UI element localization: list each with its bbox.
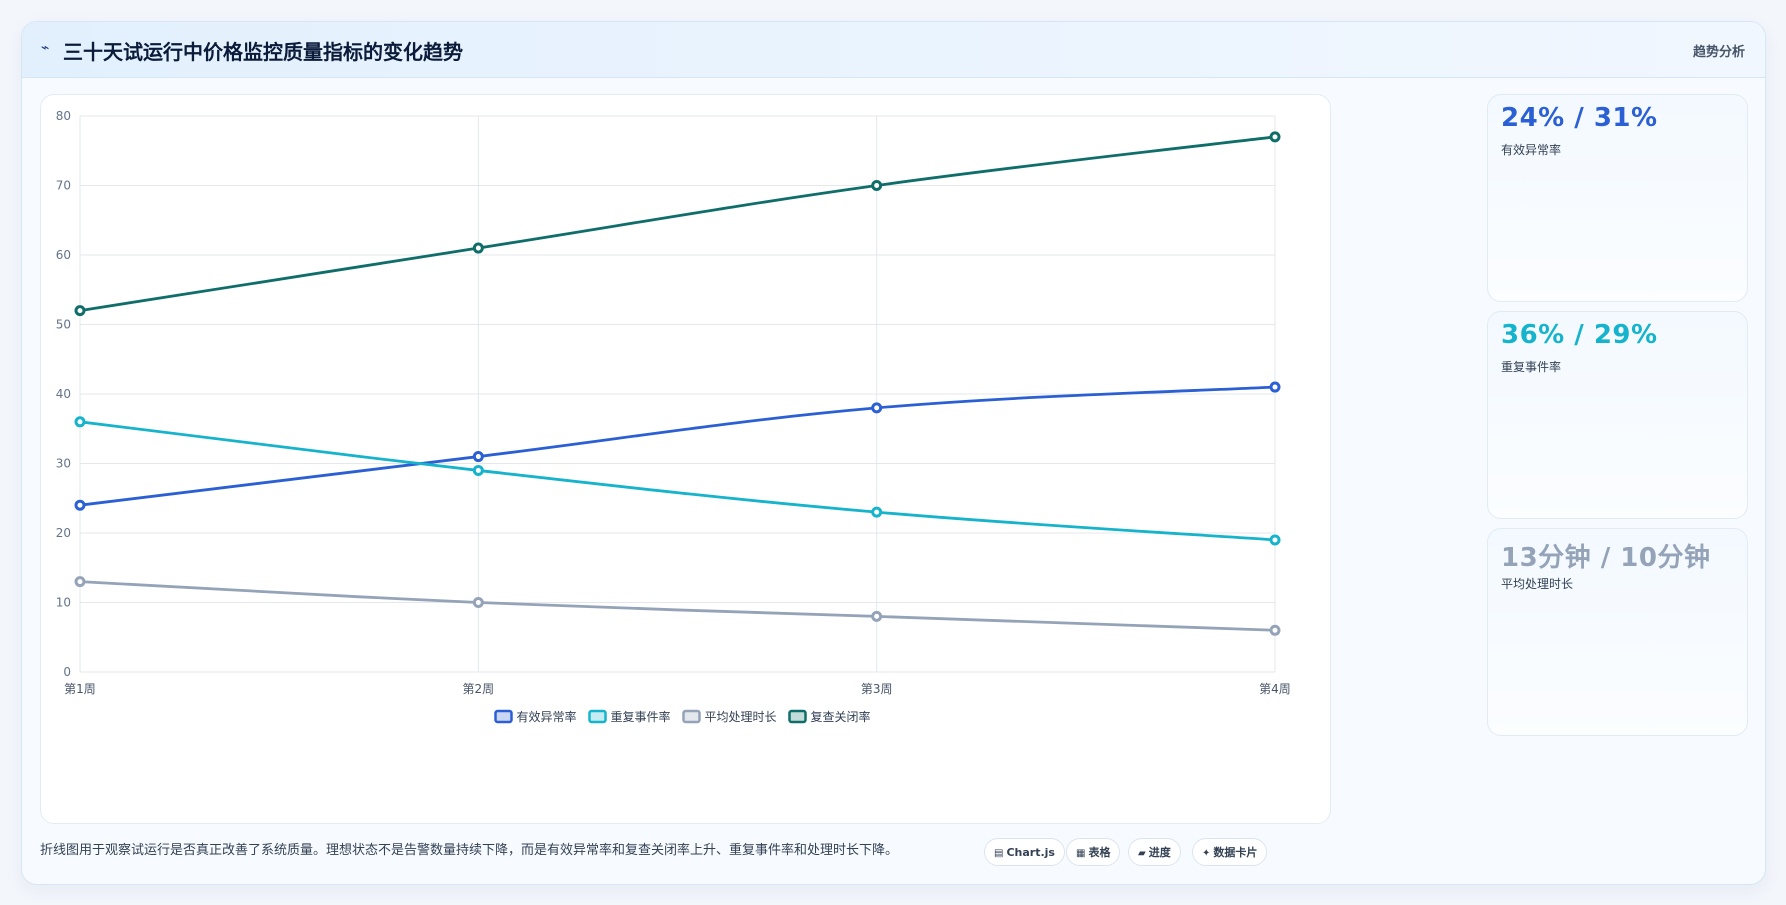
legend-label: 复查关闭率: [811, 709, 871, 724]
page-title: 三十天试运行中价格监控质量指标的变化趋势: [63, 40, 463, 64]
data-point: [1269, 624, 1281, 636]
chip-label: 数据卡片: [1213, 846, 1258, 859]
data-point: [472, 464, 484, 476]
chart-icon: ▤: [994, 848, 1004, 859]
data-point: [472, 451, 484, 463]
data-point: [1269, 381, 1281, 393]
series-line-2: [79, 420, 1276, 542]
data-point: [871, 610, 883, 622]
y-tick-label: 60: [56, 248, 71, 262]
legend-label: 有效异常率: [517, 709, 577, 724]
chip-label: Chart.js: [1006, 846, 1055, 859]
y-tick-label: 50: [56, 318, 71, 332]
chip-label: 进度: [1148, 846, 1171, 859]
table-icon: ▦: [1076, 848, 1086, 859]
data-point: [472, 597, 484, 608]
x-tick-label: 第4周: [1259, 682, 1291, 696]
stat-label: 平均处理时长: [1501, 577, 1574, 591]
data-point: [871, 180, 883, 191]
card-header: ⌁ 三十天试运行中价格监控质量指标的变化趋势 趋势分析: [22, 22, 1765, 78]
chip-progress[interactable]: ▰ 进度: [1128, 838, 1181, 866]
stat-card-duplicate-event: 36% / 29% 重复事件率: [1487, 311, 1748, 519]
stat-label: 有效异常率: [1501, 143, 1562, 157]
chip-chartjs[interactable]: ▤ Chart.js: [984, 838, 1065, 866]
y-tick-label: 20: [56, 526, 71, 540]
x-tick-label: 第3周: [861, 682, 893, 696]
wave-icon: ⌁: [41, 40, 50, 56]
stat-card-valid-anomaly: 24% / 31% 有效异常率: [1487, 94, 1748, 302]
y-tick-label: 10: [56, 596, 71, 610]
legend-label: 重复事件率: [611, 709, 671, 724]
series-line-3: [79, 580, 1276, 632]
series-line-1: [79, 385, 1276, 507]
chip-label: 表格: [1088, 846, 1111, 859]
data-point: [74, 305, 86, 317]
card-icon: ✦: [1202, 848, 1211, 859]
series-line-4: [79, 135, 1276, 312]
data-point: [1269, 534, 1281, 546]
stat-value: 36% / 29%: [1501, 320, 1658, 350]
stat-value: 24% / 31%: [1501, 103, 1658, 133]
data-point: [74, 576, 86, 588]
legend-swatch: [682, 709, 701, 724]
y-tick-label: 40: [56, 387, 71, 401]
y-tick-label: 30: [56, 457, 71, 471]
chart-panel: 0 10 20 30 40 50 60 70 80 第1周 第2周 第3周 第4周有效异常率 重复事件率 平…: [40, 94, 1331, 824]
trend-analysis-link[interactable]: 趋势分析: [1692, 45, 1745, 60]
x-tick-label: 第2周: [463, 682, 495, 696]
y-tick-label: 70: [56, 179, 71, 193]
data-point: [1269, 131, 1281, 143]
stat-card-avg-handling: 13分钟 / 10分钟 平均处理时长: [1487, 528, 1748, 736]
data-point: [871, 506, 883, 518]
y-tick-label: 0: [63, 665, 71, 679]
chip-table[interactable]: ▦ 表格: [1066, 838, 1121, 866]
chip-data-card[interactable]: ✦ 数据卡片: [1192, 838, 1268, 866]
legend-swatch: [494, 709, 513, 724]
data-point: [74, 416, 86, 428]
dashboard-card: ⌁ 三十天试运行中价格监控质量指标的变化趋势 趋势分析 0 10 20 30 40 50 6…: [21, 21, 1766, 885]
stat-value: 13分钟 / 10分钟: [1501, 543, 1711, 573]
progress-icon: ▰: [1138, 848, 1146, 859]
legend-swatch: [588, 709, 607, 724]
y-tick-label: 80: [56, 109, 71, 123]
legend-label: 平均处理时长: [705, 710, 777, 724]
x-tick-label: 第1周: [64, 682, 96, 696]
data-point: [74, 499, 86, 511]
footer-note: 折线图用于观察试运行是否真正改善了系统质量。理想状态不是告警数量持续下降，而是有…: [40, 843, 899, 858]
data-point: [472, 242, 484, 254]
data-point: [871, 402, 883, 414]
stat-label: 重复事件率: [1501, 360, 1562, 374]
legend-swatch: [788, 709, 807, 724]
